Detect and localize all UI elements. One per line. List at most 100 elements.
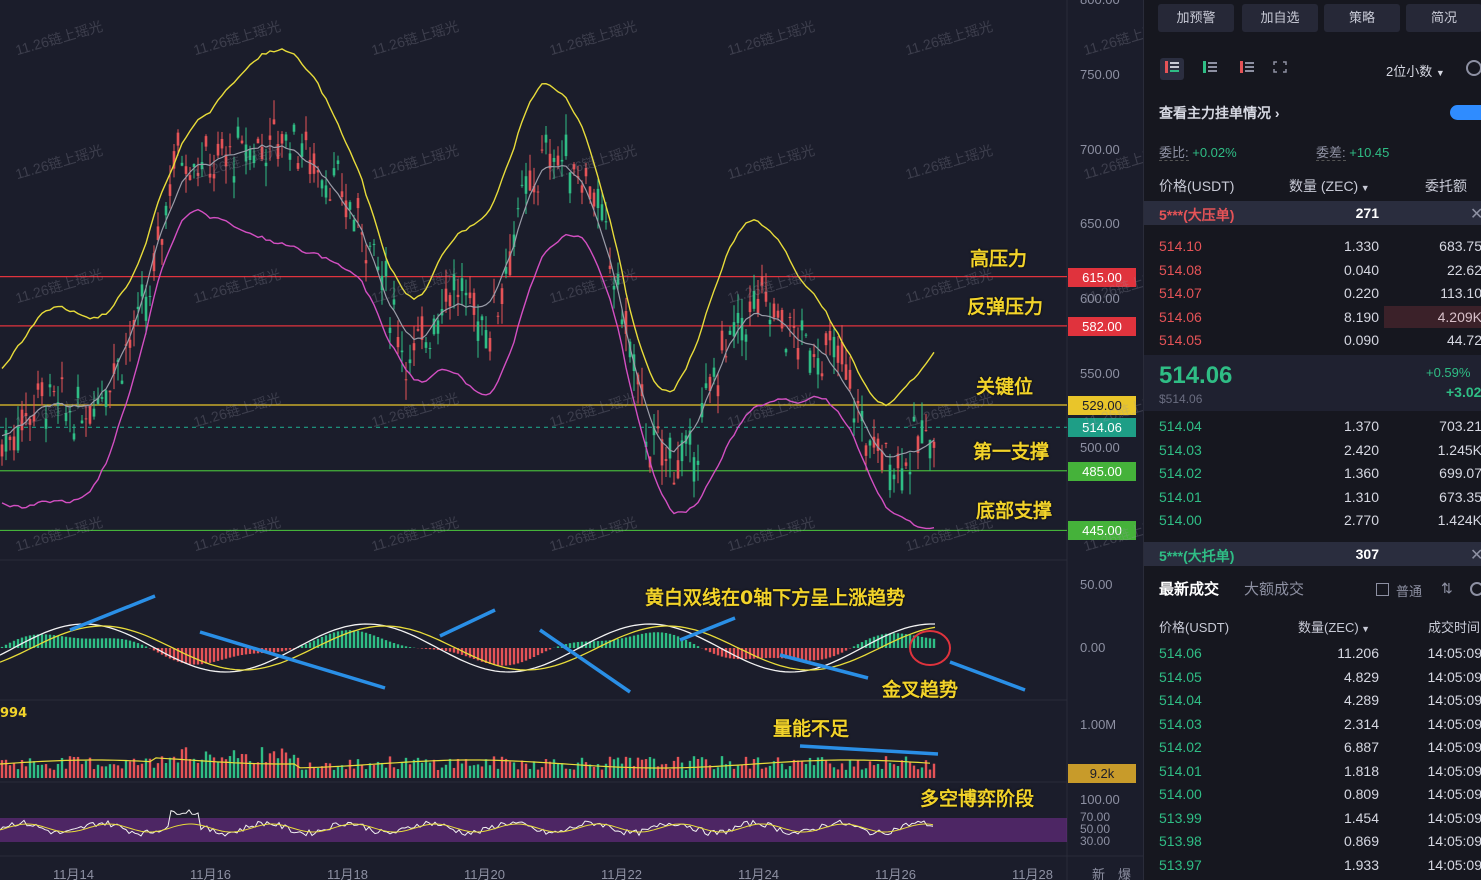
add-alert-button[interactable]: 加预警 — [1158, 4, 1234, 32]
volume-bar — [536, 769, 540, 778]
normal-checkbox[interactable] — [1376, 583, 1389, 596]
candle-body — [84, 418, 88, 420]
candle-body — [704, 383, 708, 389]
volume-bar — [544, 759, 548, 778]
volume-bar — [160, 756, 164, 778]
volume-bar — [892, 764, 896, 778]
candle-body — [16, 426, 20, 451]
close-icon[interactable]: ✕ — [1470, 545, 1481, 565]
candle-body — [644, 441, 648, 448]
candle-body — [784, 349, 788, 353]
volume-bar — [436, 769, 440, 778]
candle-body — [32, 414, 36, 422]
trend-arrow — [779, 653, 869, 680]
view-asks-icon[interactable] — [1235, 58, 1259, 80]
price-chart[interactable]: 800.00 750.00 700.00 650.00 600.00 550.00 500.… — [0, 0, 1143, 880]
settings-gear-icon[interactable] — [1466, 60, 1481, 76]
trend-arrow — [439, 608, 496, 638]
settings-gear-icon[interactable] — [1470, 582, 1481, 596]
expand-icon[interactable] — [1268, 58, 1292, 80]
trade-header-qty-label: 数量(ZEC) — [1298, 620, 1359, 635]
annotation-macd: 黄白双线在0轴下方呈上涨趋势 — [645, 587, 906, 609]
orderbook-row[interactable]: 514.05 0.090 44.72 — [1144, 329, 1481, 352]
volume-bar — [464, 759, 468, 778]
candle-body — [788, 316, 792, 318]
chart-canvas[interactable] — [0, 0, 1143, 880]
volume-bar — [800, 760, 804, 778]
macd-histogram-bar — [424, 648, 428, 649]
candle-body — [100, 397, 104, 399]
candle-body — [448, 295, 452, 307]
strategy-button[interactable]: 策略 — [1324, 4, 1400, 32]
decimals-select[interactable]: 2位小数 ▼ — [1386, 61, 1445, 80]
overview-button[interactable]: 简况 — [1406, 4, 1481, 32]
candle-body — [512, 234, 516, 248]
level-price-tag: 529.00 — [1068, 396, 1136, 416]
volume-bar — [68, 756, 72, 778]
orderbook-row[interactable]: 514.10 1.330 683.75 — [1144, 235, 1481, 258]
candle-body — [68, 410, 72, 413]
candle-body — [360, 232, 364, 235]
orderbook-row[interactable]: 514.00 0.809 14:05:09 — [1144, 783, 1481, 806]
candle-body — [708, 376, 712, 392]
orderbook-row[interactable]: 514.08 0.040 22.62 — [1144, 259, 1481, 282]
main-orders-link[interactable]: 查看主力挂单情况 › — [1159, 103, 1280, 123]
orderbook-row[interactable]: 514.03 2.314 14:05:09 — [1144, 713, 1481, 736]
macd-histogram-bar — [712, 648, 716, 654]
candle-body — [572, 164, 576, 170]
macd-histogram-bar — [368, 634, 372, 648]
row-extra: 1.245K — [1437, 441, 1481, 458]
sort-icon[interactable]: ⇅ — [1441, 580, 1453, 596]
volume-bar — [356, 759, 360, 778]
view-both-icon[interactable] — [1160, 58, 1184, 80]
volume-bar — [112, 764, 116, 778]
view-bids-icon[interactable] — [1198, 58, 1222, 80]
volume-bar — [412, 759, 416, 778]
macd-histogram-bar — [680, 638, 684, 648]
orderbook-row[interactable]: 514.02 6.887 14:05:09 — [1144, 736, 1481, 759]
add-watchlist-button[interactable]: 加自选 — [1242, 4, 1318, 32]
macd-histogram-bar — [240, 648, 244, 656]
orderbook-row[interactable]: 514.06 8.190 4.209K — [1144, 306, 1481, 329]
orderbook-row[interactable]: 514.04 4.289 14:05:09 — [1144, 689, 1481, 712]
orderbook-row[interactable]: 513.97 1.933 14:05:09 — [1144, 854, 1481, 877]
main-orders-toggle[interactable] — [1450, 105, 1481, 120]
row-qty: 11.206 — [1337, 645, 1379, 661]
x-tick-label: 11月20 — [464, 867, 505, 880]
volume-bar — [716, 767, 720, 778]
big-bid-row[interactable]: 5***(大托单) 307 ✕ — [1144, 542, 1481, 566]
orderbook-row[interactable]: 514.02 1.360 699.07 — [1144, 462, 1481, 485]
macd-histogram-bar — [16, 639, 20, 648]
orderbook-row[interactable]: 514.01 1.310 673.35 — [1144, 486, 1481, 509]
candle-body — [256, 138, 260, 144]
close-icon[interactable]: ✕ — [1470, 204, 1481, 224]
orderbook-row[interactable]: 514.00 2.770 1.424K — [1144, 509, 1481, 532]
macd-histogram-bar — [616, 639, 620, 648]
row-extra: 14:05:09 — [1427, 668, 1481, 685]
x-tick-label: 11月16 — [190, 867, 231, 880]
candle-body — [48, 384, 52, 388]
row-price: 514.01 — [1159, 488, 1202, 505]
volume-bar — [528, 768, 532, 778]
volume-bar — [564, 768, 568, 778]
header-qty[interactable]: 数量 (ZEC) ▼ — [1289, 176, 1370, 196]
macd-histogram-bar — [372, 635, 376, 648]
volume-bar — [928, 769, 932, 778]
tab-latest-trades[interactable]: 最新成交 — [1159, 581, 1220, 598]
orderbook-row[interactable]: 513.99 1.454 14:05:09 — [1144, 807, 1481, 830]
big-ask-row[interactable]: 5***(大压单) 271 ✕ — [1144, 201, 1481, 225]
orderbook-row[interactable]: 514.05 4.829 14:05:09 — [1144, 666, 1481, 689]
macd-histogram-bar — [280, 648, 284, 652]
orderbook-row[interactable]: 514.01 1.818 14:05:09 — [1144, 760, 1481, 783]
orderbook-row[interactable]: 514.04 1.370 703.21 — [1144, 415, 1481, 438]
volume-bar — [388, 756, 392, 778]
volume-bar — [832, 767, 836, 778]
orderbook-row[interactable]: 513.98 0.869 14:05:09 — [1144, 830, 1481, 853]
orderbook-row[interactable]: 514.06 11.206 14:05:09 — [1144, 642, 1481, 665]
volume-bar — [276, 758, 280, 778]
orderbook-row[interactable]: 514.07 0.220 113.10 — [1144, 282, 1481, 305]
orderbook-row[interactable]: 514.03 2.420 1.245K — [1144, 439, 1481, 462]
trade-header-qty[interactable]: 数量(ZEC) ▼ — [1298, 617, 1370, 636]
tab-large-trades[interactable]: 大额成交 — [1244, 581, 1305, 598]
candle-body — [920, 420, 924, 444]
